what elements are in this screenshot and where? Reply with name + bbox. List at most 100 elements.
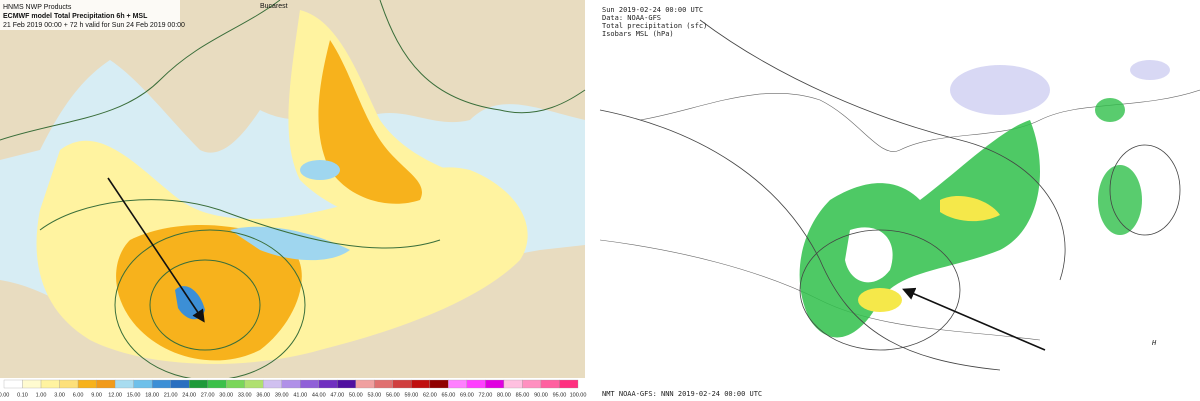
colorbar-cell (540, 379, 560, 389)
colorbar-cell (189, 379, 208, 389)
precip-gap (845, 227, 893, 283)
colorbar-label: 0.10 (17, 392, 28, 398)
colorbar-label: 24.00 (182, 392, 196, 398)
colorbar-cell (522, 379, 542, 389)
colorbar-cell (170, 379, 190, 389)
header-box (0, 0, 180, 30)
colorbar-cell (244, 379, 264, 389)
header-line: Isobars MSL (hPa) (602, 30, 674, 38)
colorbar-label: 21.00 (164, 392, 178, 398)
colorbar-label: 80.00 (497, 392, 511, 398)
colorbar-label: 44.00 (312, 392, 326, 398)
arrow (107, 177, 205, 323)
colorbar-cell (22, 379, 42, 389)
precip-green (1095, 98, 1125, 122)
colorbar-cell (448, 379, 468, 389)
colorbar-cell (466, 379, 486, 389)
colorbar-label: 90.00 (534, 392, 548, 398)
colorbar-cell (59, 379, 79, 389)
colorbar-cell (151, 379, 171, 389)
colorbar-label: 100.00 (570, 392, 587, 398)
precip-yellow (940, 195, 1000, 222)
right-map: Sun 2019-02-24 00:00 UTC Data: NOAA-GFS … (598, 0, 1200, 401)
colorbar-label: 18.00 (145, 392, 159, 398)
colorbar-cell (263, 379, 282, 389)
header-line: Sun 2019-02-24 00:00 UTC (602, 6, 703, 14)
footer: NMT NOAA-GFS: NNN 2019-02-24 00:00 UTC (602, 390, 762, 398)
colorbar-label: 33.00 (238, 392, 252, 398)
colorbar-label: 15.00 (127, 392, 141, 398)
colorbar-label: 30.00 (219, 392, 233, 398)
colorbar-label: 72.00 (479, 392, 493, 398)
colorbar-label: 41.00 (293, 392, 307, 398)
arrow (902, 287, 1046, 351)
isobar (699, 19, 1066, 281)
high-label: H (1151, 339, 1157, 347)
header-line: ECMWF model Total Precipitation 6h + MSL (3, 13, 148, 20)
colorbar-label: 56.00 (386, 392, 400, 398)
colorbar-label: 47.00 (330, 392, 344, 398)
header-line: 21 Feb 2019 00:00 + 72 h valid for Sun 2… (3, 22, 185, 29)
colorbar-label: 95.00 (553, 392, 567, 398)
precip-green (799, 120, 1040, 338)
precip-heavy (230, 226, 350, 261)
colorbar-cell (133, 379, 153, 389)
colorbar-cell (337, 379, 356, 389)
colorbar-cell (207, 379, 227, 389)
colorbar-label: 0.00 (0, 392, 9, 398)
isobar (599, 109, 1001, 371)
coastline (639, 89, 1200, 152)
colorbar-label: 1.00 (36, 392, 47, 398)
precip-yellow (858, 288, 902, 312)
place-label: Bucarest (260, 3, 288, 10)
colorbar-label: 6.00 (73, 392, 84, 398)
header-line: HNMS NWP Products (3, 4, 72, 11)
colorbar-cell (281, 379, 301, 389)
colorbar-cell (77, 379, 97, 389)
header-line: Total precipitation (sfc) (602, 22, 707, 30)
colorbar-label: 50.00 (349, 392, 363, 398)
colorbar-cell (40, 379, 60, 389)
colorbar-cell (392, 379, 412, 389)
colorbar-label: 3.00 (54, 392, 65, 398)
colorbar-cell (96, 379, 116, 389)
colorbar-cell (485, 379, 505, 389)
colorbar-label: 59.00 (404, 392, 418, 398)
colorbar-label: 12.00 (108, 392, 122, 398)
colorbar-label: 85.00 (516, 392, 530, 398)
isobar (1109, 144, 1181, 236)
colorbar-cell (374, 379, 393, 389)
precip-faint (1130, 60, 1170, 80)
colorbar-cell (226, 379, 245, 389)
colorbar-label: 53.00 (367, 392, 381, 398)
precip-faint (950, 65, 1050, 115)
colorbar-label: 65.00 (442, 392, 456, 398)
colorbar-cell (503, 379, 523, 389)
colorbar: 0.00 0.10 1.00 3.00 6.00 9.00 12.00 15.00 18.00 2… (0, 379, 587, 398)
colorbar-cell (3, 379, 23, 389)
colorbar-cell (318, 379, 338, 389)
precip-heavy (300, 160, 340, 180)
colorbar-cell (559, 379, 579, 389)
colorbar-label: 27.00 (201, 392, 215, 398)
isobar (39, 199, 441, 249)
colorbar-label: 69.00 (460, 392, 474, 398)
colorbar-label: 39.00 (275, 392, 289, 398)
colorbar-label: 9.00 (91, 392, 102, 398)
colorbar-cell (300, 379, 319, 389)
colorbar-label: 36.00 (256, 392, 270, 398)
left-map: HNMS NWP Products ECMWF model Total Prec… (0, 0, 586, 401)
header-line: Data: NOAA-GFS (602, 14, 661, 22)
isobar (0, 0, 281, 141)
colorbar-cell (114, 379, 134, 389)
isobar (799, 229, 961, 351)
isobar (379, 0, 586, 114)
colorbar-cell (355, 379, 375, 389)
colorbar-cell (429, 379, 449, 389)
colorbar-label: 62.00 (423, 392, 437, 398)
colorbar-cell (411, 379, 431, 389)
isobar (149, 259, 261, 351)
precip-green (1098, 165, 1142, 235)
precip-medium (318, 40, 422, 204)
